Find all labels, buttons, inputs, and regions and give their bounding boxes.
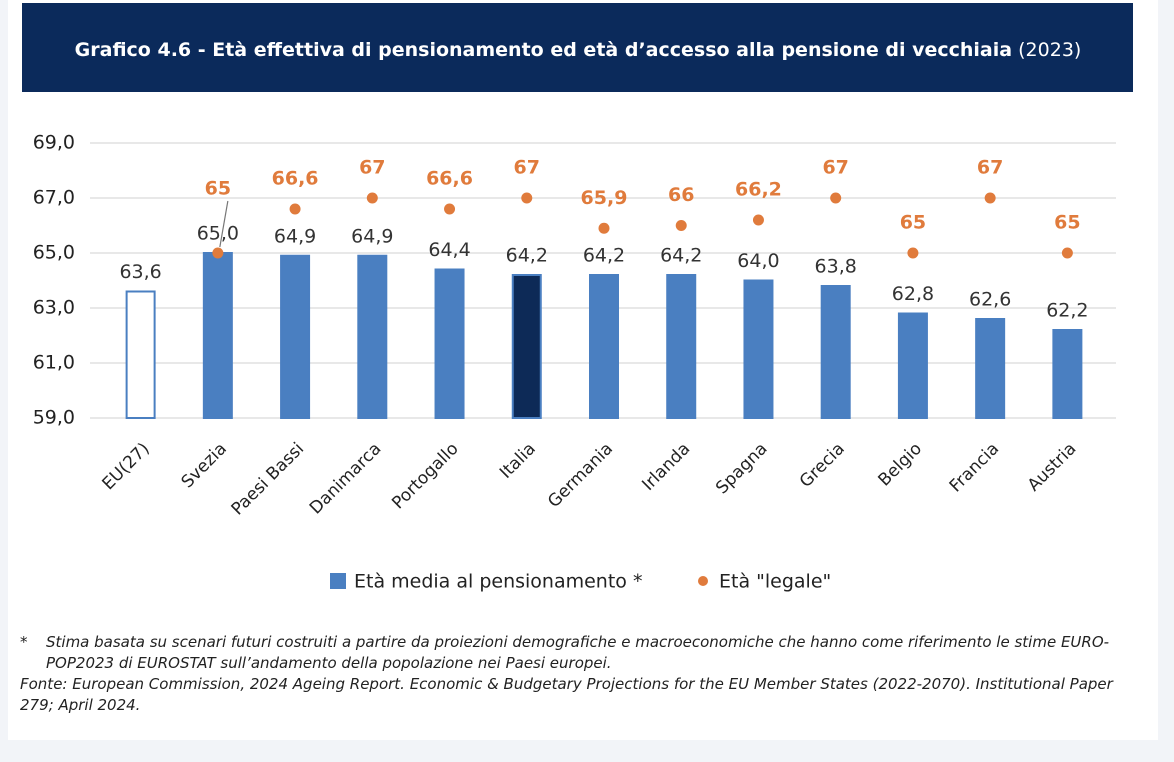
y-tick-label: 65,0 — [33, 242, 75, 264]
bar — [820, 285, 851, 419]
bar-value-label: 64,0 — [737, 250, 779, 272]
bar — [666, 274, 697, 419]
dot-value-label: 65 — [1054, 212, 1080, 234]
bar — [1052, 329, 1083, 419]
y-tick-label: 63,0 — [33, 297, 75, 319]
dot — [289, 203, 301, 215]
dot — [907, 247, 919, 259]
bar — [202, 252, 233, 419]
dot — [1061, 247, 1073, 259]
dot-value-label: 67 — [822, 157, 848, 179]
bar — [743, 279, 774, 419]
source: Fonte: European Commission, 2024 Ageing … — [20, 675, 1113, 714]
bar-value-label: 64,9 — [351, 225, 393, 247]
bar — [511, 274, 542, 419]
dot — [675, 220, 687, 231]
dot-value-label: 67 — [977, 157, 1003, 179]
bar-value-label: 63,6 — [119, 261, 161, 283]
bar — [434, 268, 465, 419]
bar — [897, 312, 928, 419]
dot-value-label: 67 — [514, 157, 540, 179]
dot-value-label: 67 — [359, 157, 385, 179]
chart-title: Grafico 4.6 - Età effettiva di pensionam… — [75, 39, 1082, 61]
title-bar — [22, 3, 1133, 92]
note-text: Stima basata su scenari futuri costruiti… — [46, 633, 1110, 672]
bar-value-label: 65,0 — [197, 223, 239, 245]
title: Grafico 4.6 - Età effettiva di pensionam… — [75, 39, 1012, 61]
y-tick-label: 69,0 — [33, 132, 75, 154]
note-marker: * — [20, 633, 28, 651]
y-tick-label: 61,0 — [33, 352, 75, 374]
dot-value-label: 66 — [668, 184, 694, 206]
bar-value-label: 63,8 — [815, 256, 857, 278]
y-tick-label: 67,0 — [33, 187, 75, 209]
dot — [598, 222, 610, 234]
legend-label: Età media al pensionamento * — [354, 571, 642, 593]
dot — [366, 192, 378, 204]
dot — [212, 247, 224, 259]
legend-swatch — [698, 576, 708, 586]
dot — [521, 192, 533, 204]
legend-swatch — [330, 573, 346, 589]
panel — [8, 0, 1158, 740]
bar — [357, 254, 388, 419]
bar-value-label: 64,2 — [660, 245, 702, 267]
dot — [830, 192, 842, 204]
dot — [984, 192, 996, 204]
subtitle: (2023) — [1018, 39, 1081, 61]
dot-value-label: 66,2 — [735, 179, 782, 201]
y-tick-label: 59,0 — [33, 407, 75, 429]
dot-value-label: 66,6 — [426, 168, 473, 190]
dot — [752, 214, 764, 226]
dot-value-label: 65,9 — [581, 187, 628, 209]
bar-value-label: 64,4 — [428, 239, 470, 261]
legend-label: Età "legale" — [719, 571, 831, 593]
bar-value-label: 62,6 — [969, 289, 1011, 311]
bar — [975, 318, 1006, 419]
bar — [280, 254, 311, 419]
bar-value-label: 64,9 — [274, 225, 316, 247]
note: * Stima basata su scenari futuri costruit… — [20, 632, 1145, 674]
leader-line — [219, 200, 229, 248]
dot-value-label: 65 — [205, 178, 231, 200]
notes: * Stima basata su scenari futuri costruit… — [20, 632, 1145, 716]
dot — [444, 203, 456, 215]
dot-value-label: 66,6 — [272, 168, 319, 190]
bar — [589, 274, 619, 419]
bar — [125, 290, 156, 419]
bar-value-label: 64,2 — [583, 245, 625, 267]
bar-value-label: 64,2 — [506, 245, 548, 267]
bar-value-label: 62,2 — [1046, 300, 1088, 322]
bar-value-label: 62,8 — [892, 283, 934, 305]
dot-value-label: 65 — [900, 212, 926, 234]
